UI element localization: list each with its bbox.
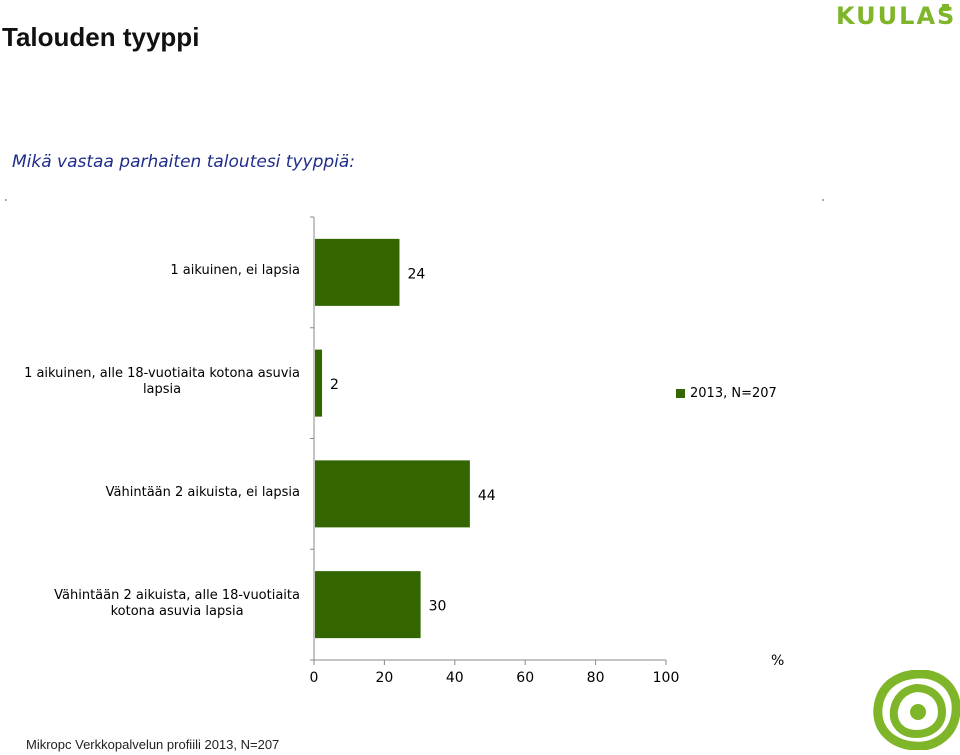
category-label-line: Vähintään 2 aikuista, ei lapsia	[105, 484, 300, 500]
footer-source: Mikropc Verkkopalvelun profiili 2013, N=…	[26, 737, 280, 752]
x-axis-unit: %	[771, 653, 785, 669]
kuulas-logo: KUULAS	[836, 2, 957, 30]
category-label-line: Vähintään 2 aikuista, alle 18-vuotiaita	[54, 587, 300, 603]
bar	[315, 238, 400, 306]
bar-value-label: 44	[478, 488, 496, 504]
x-tick-label: 100	[653, 670, 680, 686]
chart-legend: 2013, N=207	[676, 386, 777, 401]
category-label: 1 aikuinen, alle 18-vuotiaita kotona asu…	[24, 366, 300, 398]
category-label-line: 1 aikuinen, ei lapsia	[170, 263, 300, 279]
category-label: Vähintään 2 aikuista, ei lapsia	[106, 485, 300, 501]
x-tick-label: 80	[587, 670, 605, 686]
bar-value-label: 2	[330, 377, 339, 393]
x-tick-label: 40	[446, 670, 464, 686]
bar	[315, 571, 421, 639]
category-label: 1 aikuinen, ei lapsia	[170, 263, 300, 279]
logo-dot	[942, 4, 949, 11]
bar	[315, 460, 470, 528]
category-label-line: kotona asuvia lapsia	[110, 603, 244, 619]
spiral-logo-icon	[873, 670, 960, 750]
category-label: Vähintään 2 aikuista, alle 18-vuotiaita k…	[54, 588, 300, 620]
corner-mark-right	[822, 199, 824, 201]
legend-label: 2013, N=207	[690, 386, 777, 401]
page-title: Talouden tyyppi	[2, 22, 200, 52]
x-tick-label: 20	[375, 670, 393, 686]
bar-value-label: 24	[407, 266, 425, 282]
category-label-line: lapsia	[142, 382, 182, 398]
x-tick-label: 0	[310, 670, 319, 686]
corner-mark-left	[5, 199, 7, 201]
legend-swatch	[676, 389, 685, 398]
category-label-line: 1 aikuinen, alle 18-vuotiaita kotona asu…	[24, 366, 300, 382]
bar	[315, 349, 323, 417]
bar-value-label: 30	[429, 599, 447, 615]
survey-question: Mikä vastaa parhaiten taloutesi tyyppiä:	[12, 152, 356, 172]
x-tick-label: 60	[516, 670, 534, 686]
